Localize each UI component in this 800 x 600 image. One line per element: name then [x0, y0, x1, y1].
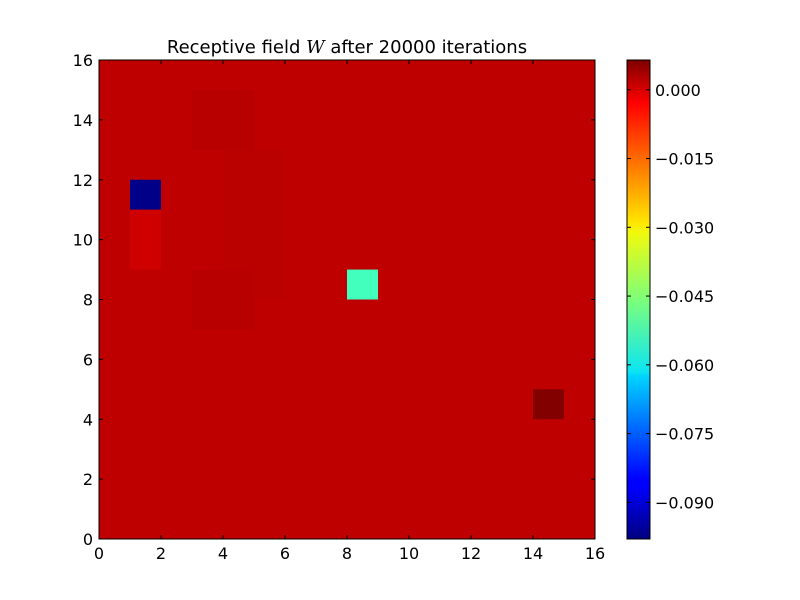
y-tick-label: 4 [83, 410, 93, 429]
heatmap-cell [254, 179, 285, 210]
x-tick-label: 4 [218, 544, 228, 563]
x-tick-label: 0 [94, 544, 104, 563]
y-axis: 0 2 4 6 8 10 12 14 16 [73, 51, 595, 549]
heatmap-cell [192, 269, 223, 300]
x-tick-label: 2 [156, 544, 166, 563]
colorbar-frame [626, 59, 651, 540]
y-tick-label: 0 [83, 530, 93, 549]
colorbar-tick-label: −0.090 [655, 493, 714, 512]
colorbar-tick-label: −0.075 [655, 425, 714, 444]
y-tick-label: 12 [73, 171, 93, 190]
heatmap-cell [254, 269, 285, 300]
heatmap-cell [223, 179, 254, 210]
colorbar-tick-label: 0.000 [655, 81, 701, 100]
x-tick-label: 12 [461, 544, 481, 563]
heatmap-cell [223, 239, 254, 270]
x-tick-label: 14 [523, 544, 543, 563]
heatmap-cell [223, 119, 254, 150]
plot-area [98, 59, 596, 540]
colorbar: 0.000 −0.015 −0.030 −0.045 −0.060 −0.075 −0.09… [626, 59, 714, 540]
chart-title: Receptive field W after 20000 iterations [167, 37, 527, 58]
heatmap-cell [192, 89, 223, 120]
heatmap-cell [254, 239, 285, 270]
x-tick-label: 16 [585, 544, 605, 563]
y-tick-label: 6 [83, 350, 93, 369]
heatmap-cell [223, 89, 254, 120]
heatmap-cell [130, 179, 161, 210]
colorbar-gradient [627, 60, 650, 539]
x-axis: 0 2 4 6 8 10 12 14 16 [94, 60, 605, 563]
y-tick-label: 10 [73, 231, 93, 250]
heatmap-cell [533, 389, 564, 420]
colorbar-tick-label: −0.015 [655, 150, 714, 169]
heatmap-cell [254, 149, 285, 180]
colorbar-tick-label: −0.045 [655, 287, 714, 306]
heatmap-cell [254, 209, 285, 240]
y-tick-label: 14 [73, 111, 93, 130]
colorbar-tick-label: −0.030 [655, 218, 714, 237]
y-tick-label: 2 [83, 470, 93, 489]
heatmap-cell [130, 209, 161, 240]
y-tick-label: 8 [83, 291, 93, 310]
heatmap-cell [192, 299, 223, 330]
y-tick-label: 16 [73, 51, 93, 70]
heatmap-cell [130, 239, 161, 270]
x-tick-label: 8 [342, 544, 352, 563]
heatmap-cell [223, 299, 254, 330]
x-tick-label: 10 [399, 544, 419, 563]
heatmap-cell [192, 119, 223, 150]
heatmap-cell [223, 209, 254, 240]
colorbar-tick-label: −0.060 [655, 356, 714, 375]
heatmap-cell [347, 269, 378, 300]
x-tick-label: 6 [280, 544, 290, 563]
heatmap-cell [223, 149, 254, 180]
heatmap-cell [223, 269, 254, 300]
